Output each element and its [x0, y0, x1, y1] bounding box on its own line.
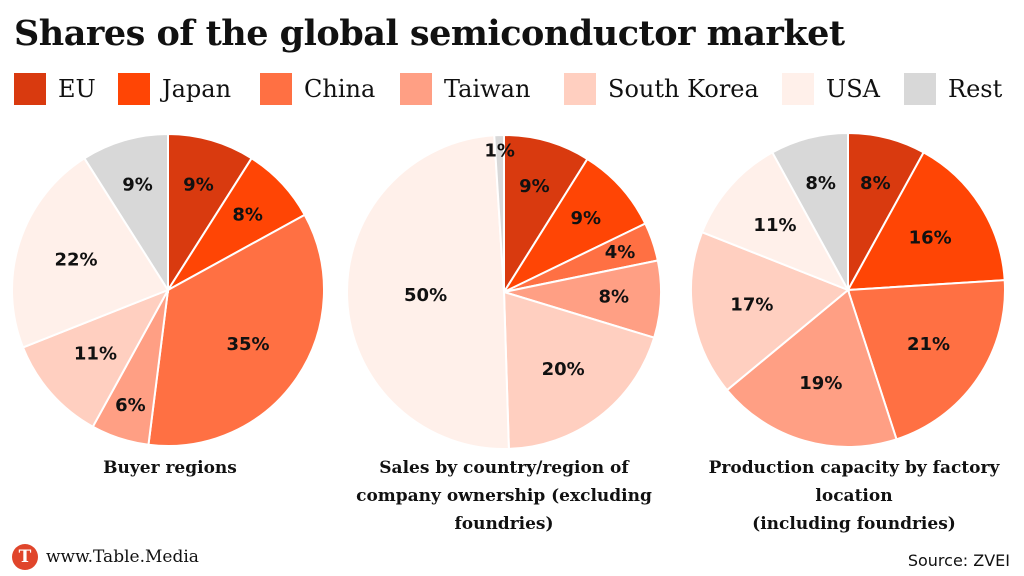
pie3-label-rest: 8%	[805, 173, 836, 194]
pie3-label-south-korea: 17%	[730, 295, 773, 316]
pie3-slice-china	[846, 279, 1006, 441]
chart2-caption-line-2: company ownership (excluding	[356, 486, 652, 506]
pie1-label-taiwan: 6%	[115, 395, 146, 416]
pie1-label-south-korea: 11%	[74, 343, 117, 364]
legend-item-south-korea: South Korea	[564, 72, 759, 106]
chart2-caption: Sales by country/region of company owner…	[344, 454, 664, 538]
pie1-slice-eu	[167, 132, 253, 294]
pie2-slice-usa	[346, 134, 510, 450]
pie3-label-eu: 8%	[860, 173, 891, 194]
pie2-label-south-korea: 20%	[542, 359, 585, 380]
legend-swatch-china	[260, 73, 292, 105]
legend-item-taiwan: Taiwan	[400, 72, 530, 106]
pie2-slice-south-korea	[502, 290, 656, 450]
pie3-label-taiwan: 19%	[799, 373, 842, 394]
pie3-slice-taiwan	[725, 288, 898, 448]
pie1-slice-rest	[83, 132, 169, 294]
pie2-slice-japan	[501, 157, 647, 295]
chart-title: Shares of the global semiconductor marke…	[14, 13, 845, 54]
legend-label-south-korea: South Korea	[608, 75, 759, 103]
footer-source: Source: ZVEI	[907, 551, 1010, 570]
legend-swatch-eu	[14, 73, 46, 105]
pie3-slice-usa	[700, 151, 851, 292]
legend: EU Japan China Taiwan South Korea USA Re…	[14, 72, 1014, 106]
pie2-label-rest: 1%	[484, 140, 515, 161]
pie2-label-usa: 50%	[404, 285, 447, 306]
footer-brand: T www.Table.Media	[12, 544, 199, 570]
pie1-label-china: 35%	[226, 334, 269, 355]
chart3-caption: Production capacity by factory location …	[686, 454, 1022, 538]
pie-chart-2: 9%9%4%8%20%50%1%	[346, 133, 662, 450]
legend-swatch-rest	[904, 73, 936, 105]
pie1-label-usa: 22%	[54, 250, 97, 271]
legend-label-usa: USA	[826, 75, 880, 103]
pie3-label-china: 21%	[907, 334, 950, 355]
pie2-label-eu: 9%	[519, 176, 550, 197]
legend-swatch-taiwan	[400, 73, 432, 105]
pie3-slice-south-korea	[690, 230, 850, 392]
pie2-slice-rest	[493, 133, 505, 293]
pie2-label-taiwan: 8%	[598, 287, 629, 308]
pie-chart-3: 8% 16% 21% 19% 17% 11% 8%	[690, 131, 1006, 448]
legend-label-rest: Rest	[948, 75, 1003, 103]
chart2-caption-line-1: Sales by country/region of	[379, 458, 629, 478]
pie1-label-japan: 8%	[232, 205, 263, 226]
pie1-slice-china	[147, 213, 325, 447]
pie3-slice-japan	[846, 151, 1006, 292]
legend-swatch-usa	[782, 73, 814, 105]
legend-label-taiwan: Taiwan	[444, 75, 531, 103]
legend-item-china: China	[260, 72, 375, 106]
legend-item-eu: EU	[14, 72, 96, 106]
chart2-caption-line-3: foundries)	[454, 514, 554, 534]
legend-swatch-south-korea	[564, 73, 596, 105]
pie1-slice-usa	[11, 156, 170, 349]
legend-item-japan: Japan	[118, 72, 231, 106]
legend-item-rest: Rest	[904, 72, 1002, 106]
chart1-caption-line: Buyer regions	[103, 458, 237, 478]
chart3-caption-line-3: (including foundries)	[752, 514, 956, 534]
pie2-label-japan: 9%	[571, 208, 602, 229]
pie1-label-rest: 9%	[122, 175, 153, 196]
legend-label-eu: EU	[58, 75, 96, 103]
legend-label-japan: Japan	[162, 75, 232, 103]
legend-label-china: China	[304, 75, 376, 103]
chart3-caption-line-2: location	[815, 486, 893, 506]
pie3-label-japan: 16%	[909, 227, 952, 248]
pie1-slice-south-korea	[21, 288, 171, 429]
footer-site-link[interactable]: www.Table.Media	[46, 547, 199, 567]
chart3-caption-line-1: Production capacity by factory	[708, 458, 1000, 478]
pie1-label-eu: 9%	[183, 175, 214, 196]
pie3-label-usa: 11%	[753, 215, 796, 236]
pie2-label-china: 4%	[605, 242, 636, 263]
pie-chart-1: 9% 8% 35% 6% 11% 22% 9%	[11, 132, 325, 447]
pie2-slice-eu	[503, 133, 589, 296]
legend-swatch-japan	[118, 73, 150, 105]
pie3-slice-rest	[771, 131, 849, 291]
legend-item-usa: USA	[782, 72, 880, 106]
chart1-caption: Buyer regions	[10, 454, 330, 482]
table-media-logo-icon: T	[12, 544, 38, 570]
